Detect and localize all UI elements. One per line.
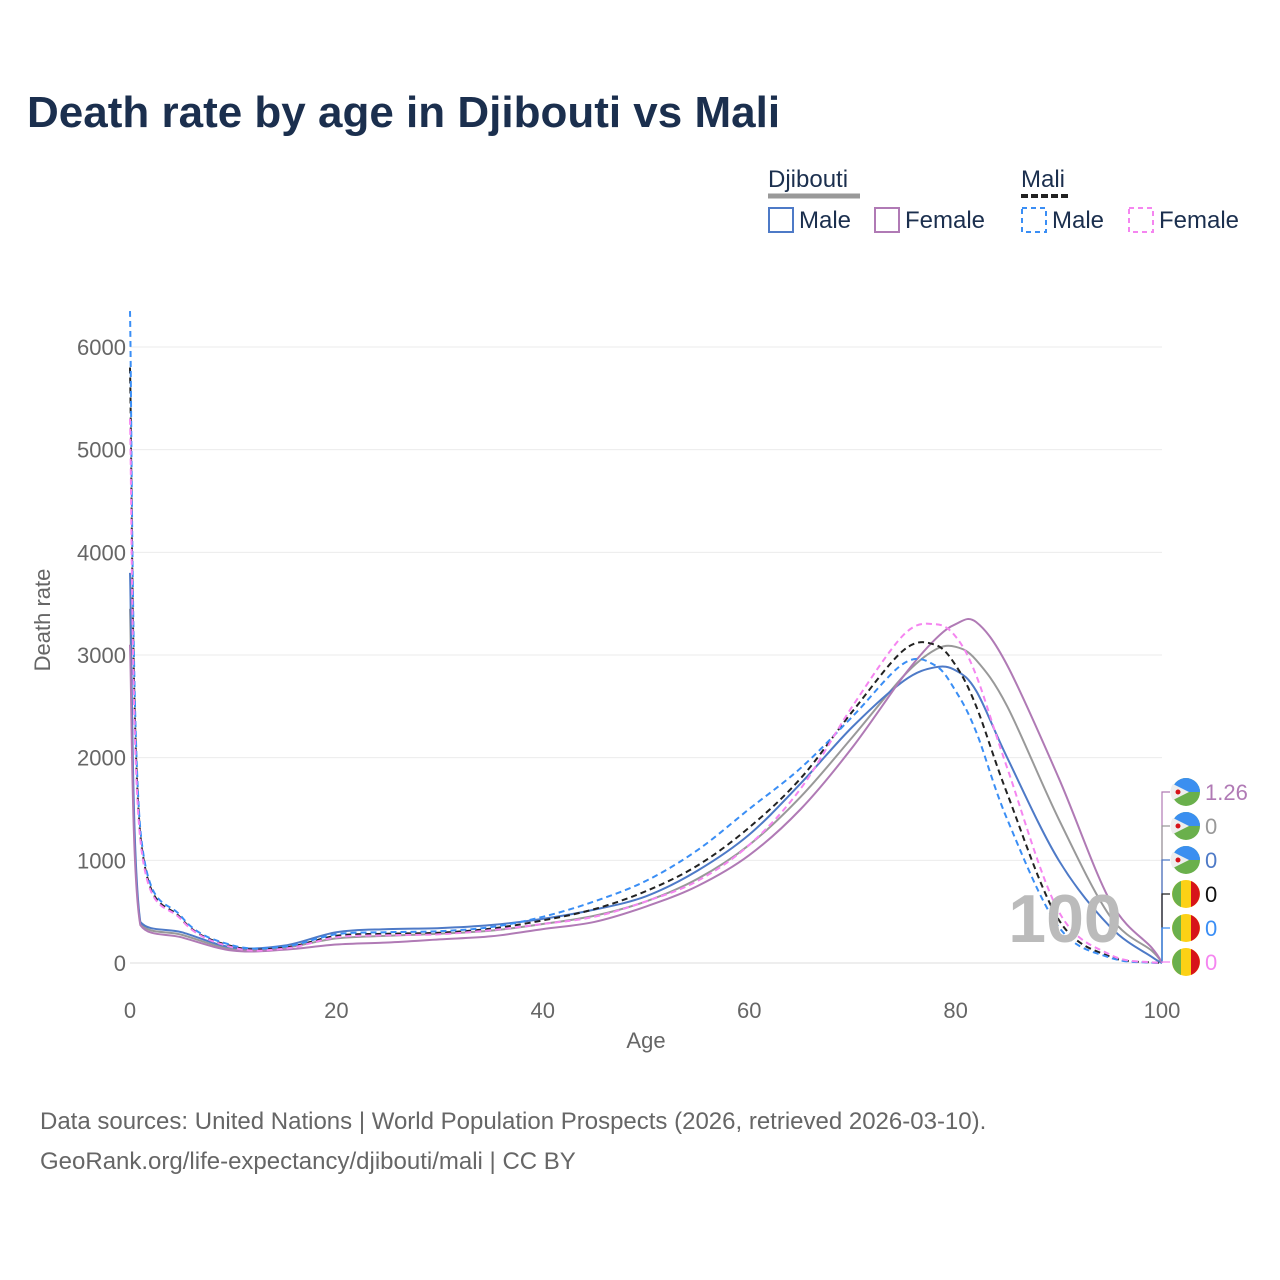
mali-flag-icon (1172, 880, 1200, 908)
end-label-connector (1161, 791, 1170, 963)
mali-flag-icon (1172, 948, 1200, 976)
legend-mali-male[interactable]: Male (1052, 207, 1104, 234)
legend-swatch-djibouti-female (874, 207, 900, 233)
y-tick-label: 6000 (77, 335, 126, 360)
legend-swatch-djibouti-male (768, 207, 794, 233)
y-tick-label: 4000 (77, 540, 126, 565)
y-tick-label: 2000 (77, 746, 126, 771)
series-line-mali-female[interactable] (129, 418, 1163, 964)
end-label-connector (1161, 859, 1170, 963)
source-line-1: Data sources: United Nations | World Pop… (40, 1108, 987, 1135)
end-value-label: 0 (1205, 950, 1217, 975)
legend-swatch-mali-male (1021, 207, 1047, 233)
y-tick-label: 0 (114, 951, 126, 976)
legend-djibouti-female[interactable]: Female (905, 207, 985, 234)
legend: Djibouti Male Female Mali Male Female (768, 166, 1239, 234)
legend-mali-female[interactable]: Female (1159, 207, 1239, 234)
x-tick-label: 100 (1144, 998, 1181, 1023)
page-title: Death rate by age in Djibouti vs Mali (27, 88, 781, 137)
source-line-2: GeoRank.org/life-expectancy/djibouti/mal… (40, 1148, 576, 1175)
y-tick-label: 3000 (77, 643, 126, 668)
x-tick-label: 60 (737, 998, 761, 1023)
legend-group-djibouti[interactable]: Djibouti (768, 166, 848, 193)
end-value-label: 0 (1205, 882, 1217, 907)
series-line-djibouti-total[interactable] (129, 608, 1163, 964)
legend-djibouti-male[interactable]: Male (799, 207, 851, 234)
y-tick-label: 5000 (77, 438, 126, 463)
djibouti-flag-icon (1170, 846, 1200, 874)
x-axis-label: Age (626, 1028, 665, 1053)
age-overlay-label: 100 (1008, 881, 1121, 957)
y-tick-label: 1000 (77, 848, 126, 873)
end-label-connector (1161, 961, 1170, 963)
djibouti-flag-icon (1170, 778, 1200, 806)
y-axis-label: Death rate (30, 569, 55, 672)
legend-swatch-mali-female (1128, 207, 1154, 233)
end-value-label: 0 (1205, 916, 1217, 941)
x-tick-label: 80 (943, 998, 967, 1023)
djibouti-flag-icon (1170, 812, 1200, 840)
legend-group-mali[interactable]: Mali (1021, 166, 1065, 193)
x-tick-label: 20 (324, 998, 348, 1023)
x-tick-label: 0 (124, 998, 136, 1023)
end-value-label: 0 (1205, 814, 1217, 839)
series-line-mali-male[interactable] (129, 311, 1163, 964)
end-value-label: 1.26 (1205, 780, 1248, 805)
end-value-label: 0 (1205, 848, 1217, 873)
end-label-connector (1161, 927, 1170, 963)
x-tick-label: 40 (531, 998, 555, 1023)
mali-flag-icon (1172, 914, 1200, 942)
